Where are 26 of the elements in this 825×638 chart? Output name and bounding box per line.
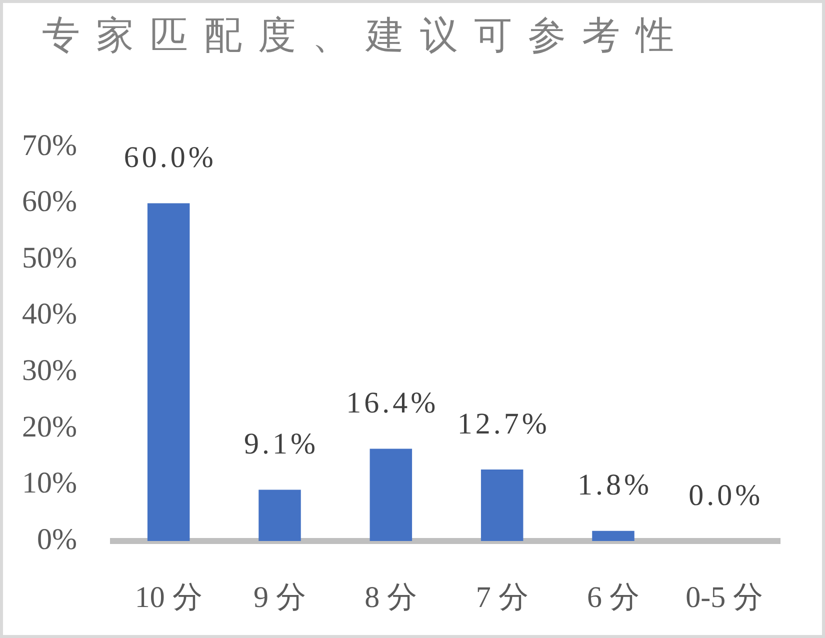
data-label: 9.1% <box>244 428 318 461</box>
x-tick-label: 0-5 分 <box>686 580 764 614</box>
y-tick-label: 10% <box>22 466 77 500</box>
bar <box>147 203 190 541</box>
y-tick-label: 0% <box>37 522 77 556</box>
bar <box>592 530 634 541</box>
x-tick-label: 9 分 <box>254 580 306 614</box>
x-tick-label: 7 分 <box>476 580 528 614</box>
x-tick-label: 8 分 <box>364 580 418 614</box>
y-tick-label: 70% <box>22 128 77 162</box>
bar <box>480 470 524 541</box>
y-tick-label: 20% <box>22 410 77 444</box>
data-label: 12.7% <box>457 407 550 440</box>
y-tick-label: 60% <box>22 185 77 218</box>
data-label: 60.0% <box>124 141 216 174</box>
data-label: 0.0% <box>688 478 764 512</box>
x-tick-label: 6 分 <box>587 580 640 614</box>
y-tick-label: 30% <box>22 354 77 388</box>
bar <box>258 490 301 541</box>
chart-title: 专家匹配度、建议可参考性 <box>42 14 690 59</box>
y-tick-label: 50% <box>22 241 77 274</box>
y-tick-label: 40% <box>22 298 77 331</box>
x-tick-label: 10 分 <box>134 580 202 614</box>
data-label: 16.4% <box>346 386 439 420</box>
bar <box>370 448 412 541</box>
data-label: 1.8% <box>578 468 652 502</box>
